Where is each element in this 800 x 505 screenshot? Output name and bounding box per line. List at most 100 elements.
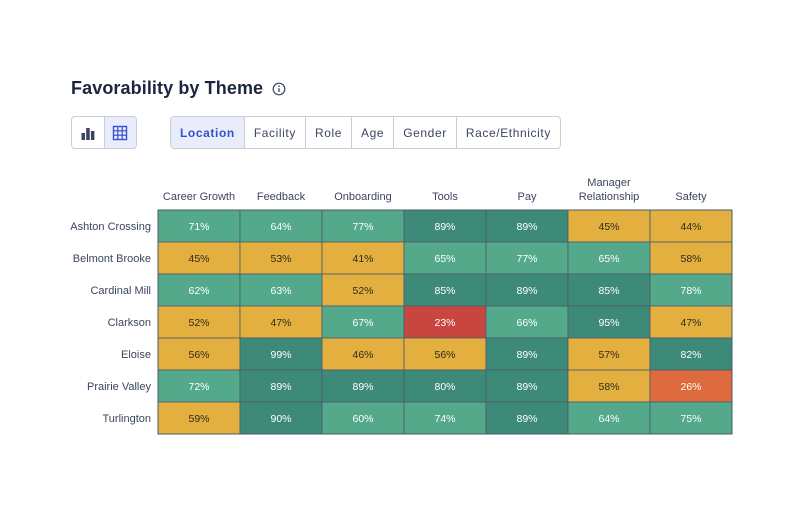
cell-value-label: 60% xyxy=(352,413,373,425)
heatmap-border xyxy=(157,209,733,435)
cell-value-label: 63% xyxy=(270,285,291,297)
bar-chart-icon xyxy=(81,127,95,140)
cell-value-label: 77% xyxy=(516,253,537,265)
column-header: Onboarding xyxy=(334,191,392,203)
column-header: Feedback xyxy=(257,191,306,203)
cell-value-label: 80% xyxy=(434,381,455,393)
cell-value-label: 46% xyxy=(352,349,373,361)
grid-table-view-button[interactable] xyxy=(103,117,136,148)
heatmap-cell[interactable] xyxy=(321,337,405,371)
cell-value-label: 57% xyxy=(598,349,619,361)
view-toggle xyxy=(71,116,137,149)
heatmap-cell[interactable] xyxy=(485,241,569,275)
cell-value-label: 78% xyxy=(680,285,701,297)
cell-value-label: 65% xyxy=(434,253,455,265)
column-header: Pay xyxy=(518,191,537,203)
heatmap-cell[interactable] xyxy=(567,369,651,403)
cell-value-label: 23% xyxy=(434,317,455,329)
heatmap-cell[interactable] xyxy=(649,401,733,435)
heatmap-cell[interactable] xyxy=(157,401,241,435)
cell-value-label: 45% xyxy=(598,221,619,233)
cell-value-label: 64% xyxy=(598,413,619,425)
heatmap-cell[interactable] xyxy=(403,401,487,435)
cell-value-label: 71% xyxy=(188,221,209,233)
cell-value-label: 64% xyxy=(270,221,291,233)
chart-title: Favorability by Theme xyxy=(71,78,264,98)
heatmap-cell[interactable] xyxy=(649,305,733,339)
cell-value-label: 58% xyxy=(680,253,701,265)
row-label: Eloise xyxy=(121,349,151,361)
heatmap-cell[interactable] xyxy=(321,401,405,435)
cell-value-label: 89% xyxy=(516,221,537,233)
info-icon[interactable] xyxy=(272,82,286,96)
heatmap-cell[interactable] xyxy=(321,305,405,339)
tab-race-ethnicity[interactable]: Race/Ethnicity xyxy=(455,117,560,148)
grid-table-icon xyxy=(113,125,128,140)
row-label: Ashton Crossing xyxy=(70,221,151,233)
heatmap-cell[interactable] xyxy=(403,241,487,275)
row-label: Clarkson xyxy=(108,317,151,329)
row-label: Cardinal Mill xyxy=(90,285,151,297)
heatmap-cell[interactable] xyxy=(403,337,487,371)
heatmap-cell[interactable] xyxy=(567,209,651,243)
cell-value-label: 47% xyxy=(680,317,701,329)
cell-value-label: 89% xyxy=(434,221,455,233)
heatmap-cell[interactable] xyxy=(239,241,323,275)
cell-value-label: 74% xyxy=(434,413,455,425)
column-header: Manager Relationship xyxy=(579,177,640,203)
cell-value-label: 67% xyxy=(352,317,373,329)
cell-value-label: 82% xyxy=(680,349,701,361)
heatmap-cell[interactable] xyxy=(567,401,651,435)
heatmap-cell[interactable] xyxy=(239,273,323,307)
heatmap-cell[interactable] xyxy=(321,241,405,275)
heatmap-cell[interactable] xyxy=(157,241,241,275)
heatmap-cell[interactable] xyxy=(321,273,405,307)
cell-value-label: 56% xyxy=(188,349,209,361)
heatmap-cell[interactable] xyxy=(567,241,651,275)
heatmap-cell[interactable] xyxy=(403,273,487,307)
tab-role[interactable]: Role xyxy=(304,117,351,148)
heatmap-cell[interactable] xyxy=(485,401,569,435)
heatmap-cell[interactable] xyxy=(485,273,569,307)
row-label: Prairie Valley xyxy=(87,381,151,393)
heatmap-cell[interactable] xyxy=(567,337,651,371)
cell-value-label: 59% xyxy=(188,413,209,425)
cell-value-label: 41% xyxy=(352,253,373,265)
tab-facility[interactable]: Facility xyxy=(243,117,305,148)
heatmap-cell[interactable] xyxy=(403,369,487,403)
column-header: Career Growth xyxy=(163,191,235,203)
tab-age[interactable]: Age xyxy=(351,117,393,148)
heatmap-cell[interactable] xyxy=(649,209,733,243)
cell-value-label: 58% xyxy=(598,381,619,393)
cell-value-label: 89% xyxy=(516,381,537,393)
heatmap-cell[interactable] xyxy=(239,337,323,371)
cell-value-label: 72% xyxy=(188,381,209,393)
heatmap-cell[interactable] xyxy=(485,209,569,243)
row-label: Turlington xyxy=(102,413,151,425)
cell-value-label: 47% xyxy=(270,317,291,329)
cell-value-label: 45% xyxy=(188,253,209,265)
heatmap-cell[interactable] xyxy=(649,241,733,275)
cell-value-label: 85% xyxy=(434,285,455,297)
cell-value-label: 75% xyxy=(680,413,701,425)
tab-gender[interactable]: Gender xyxy=(393,117,456,148)
title-row: Favorability by Theme xyxy=(71,78,286,99)
heatmap-cell[interactable] xyxy=(403,209,487,243)
cell-value-label: 77% xyxy=(352,221,373,233)
heatmap-cell[interactable] xyxy=(321,369,405,403)
row-label: Belmont Brooke xyxy=(73,253,151,265)
tab-location[interactable]: Location xyxy=(171,117,244,148)
cell-value-label: 62% xyxy=(188,285,209,297)
cell-value-label: 89% xyxy=(516,413,537,425)
bar-chart-view-button[interactable] xyxy=(72,117,104,148)
heatmap-cell[interactable] xyxy=(239,401,323,435)
cell-value-label: 90% xyxy=(270,413,291,425)
heatmap-cell[interactable] xyxy=(157,273,241,307)
heatmap-cell[interactable] xyxy=(649,369,733,403)
cell-value-label: 89% xyxy=(516,285,537,297)
heatmap-cell[interactable] xyxy=(239,369,323,403)
heatmap-cell[interactable] xyxy=(567,305,651,339)
cell-value-label: 53% xyxy=(270,253,291,265)
column-header: Safety xyxy=(675,191,707,203)
